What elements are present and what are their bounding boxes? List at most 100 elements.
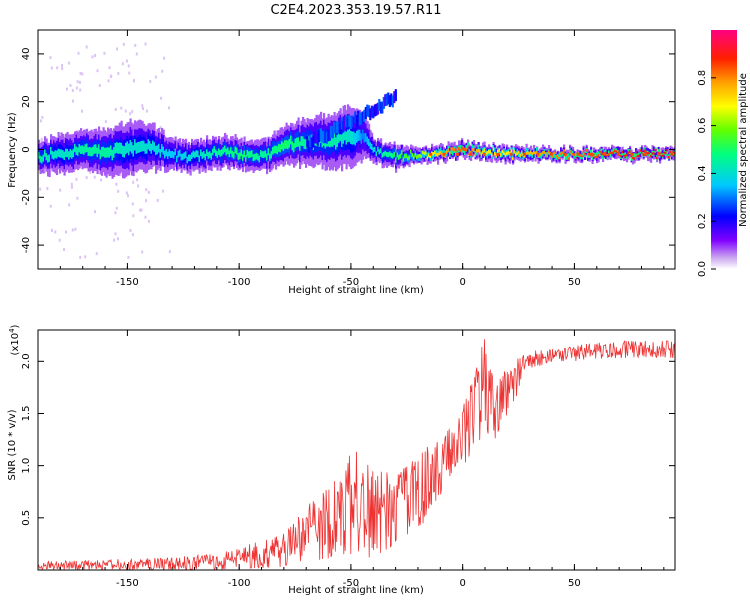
spectrogram-cell bbox=[608, 153, 611, 156]
spectrogram-cell bbox=[123, 146, 126, 158]
spectrogram-cell bbox=[563, 149, 566, 152]
spectrogram-cell bbox=[498, 148, 501, 152]
spectrogram-cell bbox=[107, 147, 110, 158]
spectrogram-cell bbox=[486, 150, 489, 155]
spectrogram-cell bbox=[102, 146, 105, 157]
spectrogram-cell bbox=[582, 150, 585, 156]
spectrogram-speckle bbox=[59, 188, 62, 192]
spectrogram-cell bbox=[453, 148, 456, 152]
spectrogram-branch-cell bbox=[393, 91, 396, 104]
spectrogram-cell bbox=[432, 153, 435, 161]
spectrogram-cell bbox=[473, 148, 476, 152]
spectrogram-cell bbox=[630, 154, 633, 158]
spectrogram-cell bbox=[101, 147, 104, 157]
spectrogram-speckle bbox=[154, 75, 157, 79]
spectrogram-cell bbox=[363, 133, 366, 143]
spectrogram-cell bbox=[251, 150, 254, 157]
spectrogram-cell bbox=[180, 153, 183, 161]
spectrogram-cell bbox=[632, 156, 635, 160]
spectrogram-cell bbox=[113, 147, 116, 158]
spectrogram-cell bbox=[633, 153, 636, 159]
spectrogram-cell bbox=[488, 150, 491, 154]
spectrogram-branch-cell bbox=[352, 116, 355, 129]
spectrogram-y-tick-label: 20 bbox=[21, 95, 32, 108]
spectrogram-cell bbox=[116, 142, 119, 154]
spectrogram-cell bbox=[419, 154, 422, 161]
spectrogram-cell bbox=[252, 154, 255, 162]
spectrogram-cell bbox=[464, 147, 467, 151]
spectrogram-cell bbox=[264, 150, 267, 158]
spectrogram-cell bbox=[494, 152, 497, 156]
spectrogram-branch-cell bbox=[366, 104, 369, 117]
spectrogram-cell bbox=[141, 140, 144, 152]
spectrogram-cell bbox=[602, 152, 605, 156]
spectrogram-speckle bbox=[71, 228, 74, 232]
colorbar-tick-label: 0.2 bbox=[697, 213, 708, 229]
spectrogram-cell bbox=[276, 146, 279, 155]
spectrogram-cell bbox=[623, 154, 626, 158]
spectrogram-cell bbox=[519, 153, 522, 158]
spectrogram-cell bbox=[81, 145, 84, 154]
spectrogram-cell bbox=[236, 147, 239, 155]
spectrogram-cell bbox=[426, 156, 429, 160]
spectrogram-cell bbox=[477, 144, 480, 152]
spectrogram-cell bbox=[596, 155, 599, 159]
spectrogram-cell bbox=[546, 151, 549, 158]
spectrogram-cell bbox=[404, 153, 407, 159]
spectrogram-cell bbox=[561, 151, 564, 154]
spectrogram-cell bbox=[339, 128, 342, 142]
spectrogram-branch-cell bbox=[336, 121, 339, 134]
spectrogram-cell bbox=[168, 149, 171, 157]
spectrogram-y-axis-label: Frequency (Hz) bbox=[7, 112, 18, 188]
spectrogram-cell bbox=[282, 142, 285, 151]
spectrogram-cell bbox=[210, 153, 213, 160]
spectrogram-cell bbox=[215, 149, 218, 157]
spectrogram-cell bbox=[96, 147, 99, 158]
spectrogram-cell bbox=[278, 143, 281, 152]
spectrogram-speckle bbox=[68, 61, 71, 65]
spectrogram-branch-cell bbox=[340, 117, 343, 130]
spectrogram-branch-cell bbox=[355, 115, 358, 128]
spectrogram-cell bbox=[218, 148, 221, 156]
spectrogram-y-tick-label: -20 bbox=[21, 189, 32, 205]
spectrogram-cell bbox=[407, 156, 410, 161]
spectrogram-cell bbox=[362, 129, 365, 140]
spectrogram-cell bbox=[330, 134, 333, 147]
spectrogram-cell bbox=[620, 154, 623, 158]
spectrogram-speckle bbox=[120, 170, 123, 174]
spectrogram-cell bbox=[108, 147, 111, 158]
spectrogram-cell bbox=[380, 148, 383, 154]
spectrogram-cell bbox=[672, 150, 675, 154]
spectrogram-cell bbox=[393, 151, 396, 157]
spectrogram-cell bbox=[260, 150, 263, 157]
spectrogram-cell bbox=[639, 149, 642, 152]
spectrogram-cell bbox=[104, 147, 107, 158]
spectrogram-speckle bbox=[127, 255, 130, 259]
spectrogram-cell bbox=[572, 153, 575, 156]
spectrogram-branch-cell bbox=[342, 120, 345, 133]
spectrogram-speckle bbox=[40, 137, 43, 141]
spectrogram-speckle bbox=[79, 71, 82, 75]
spectrogram-cell bbox=[125, 142, 128, 155]
spectrogram-branch-cell bbox=[310, 137, 313, 150]
spectrogram-cell bbox=[662, 154, 665, 157]
spectrogram-branch-cell bbox=[319, 128, 322, 141]
spectrogram-branch-cell bbox=[331, 126, 334, 139]
spectrogram-speckle bbox=[94, 210, 97, 214]
spectrogram-cell bbox=[270, 151, 273, 159]
snr-x-ticks: -150 -100 -50 0 50 bbox=[37, 330, 665, 589]
spectrogram-cell bbox=[566, 153, 569, 157]
spectrogram-cell bbox=[581, 154, 584, 158]
spectrogram-speckle bbox=[137, 184, 140, 188]
spectrogram-speckle bbox=[117, 237, 120, 241]
spectrogram-cell bbox=[68, 151, 71, 160]
spectrogram-cell bbox=[65, 148, 68, 158]
spectrogram-cell bbox=[138, 141, 141, 153]
spectrogram-cell bbox=[410, 149, 413, 154]
spectrogram-cell bbox=[444, 150, 447, 158]
spectrogram-cell bbox=[585, 149, 588, 152]
spectrogram-branch-cell bbox=[384, 94, 387, 107]
spectrogram-speckle bbox=[120, 106, 123, 110]
colorbar-tick-label: 0.4 bbox=[697, 165, 708, 181]
spectrogram-cell bbox=[471, 144, 474, 152]
